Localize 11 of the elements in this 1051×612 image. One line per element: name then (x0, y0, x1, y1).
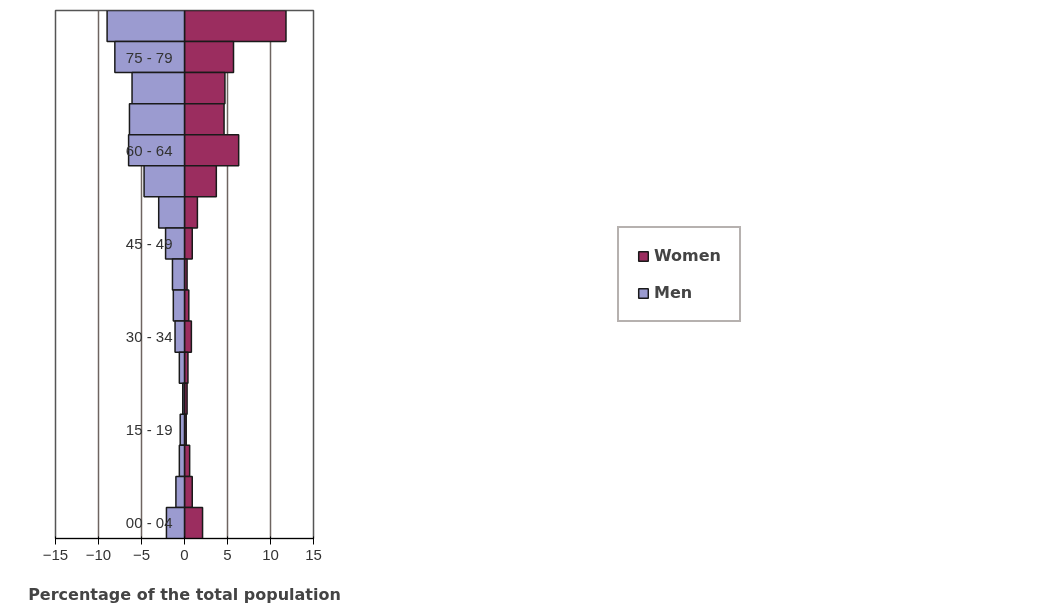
x-tick-label: 15 (305, 545, 322, 563)
x-tick-label: −15 (42, 545, 69, 563)
x-axis-title: Percentage of the total population (28, 584, 341, 604)
x-tick-label: 5 (223, 545, 232, 563)
x-tick-label: 10 (262, 545, 279, 563)
x-tick-label: −10 (85, 545, 112, 563)
x-tick-label: 0 (180, 545, 189, 563)
y-tick-label: 75 - 79 (125, 48, 173, 66)
legend-label: Women (654, 246, 721, 265)
x-tick-label: −5 (132, 545, 151, 563)
legend-label: Men (654, 283, 693, 302)
